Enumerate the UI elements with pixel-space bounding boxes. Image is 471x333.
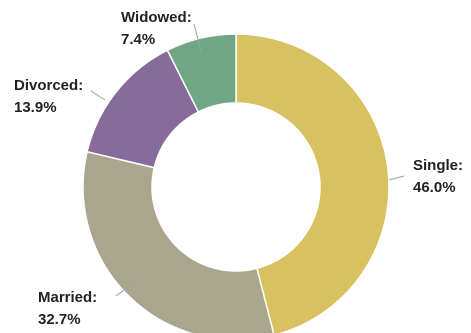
slice-label-divorced: Divorced: <box>14 77 83 94</box>
slice-label-widowed: Widowed: <box>121 9 192 26</box>
slice-label-single: Single: <box>413 157 463 174</box>
slice-pct-single: 46.0% <box>413 179 456 196</box>
slice-married <box>83 152 274 333</box>
donut-slices <box>83 34 389 333</box>
slice-label-married: Married: <box>38 289 97 306</box>
slice-pct-divorced: 13.9% <box>14 99 57 116</box>
slice-pct-married: 32.7% <box>38 311 81 328</box>
leader-line-single <box>389 176 404 180</box>
slice-pct-widowed: 7.4% <box>121 31 155 48</box>
leader-line-divorced <box>91 91 105 100</box>
